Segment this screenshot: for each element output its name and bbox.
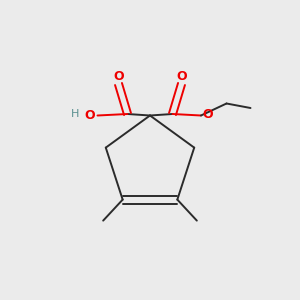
Text: H: H: [71, 109, 79, 119]
Text: O: O: [113, 70, 124, 83]
Text: O: O: [202, 108, 213, 121]
Text: O: O: [85, 109, 95, 122]
Text: O: O: [176, 70, 187, 83]
